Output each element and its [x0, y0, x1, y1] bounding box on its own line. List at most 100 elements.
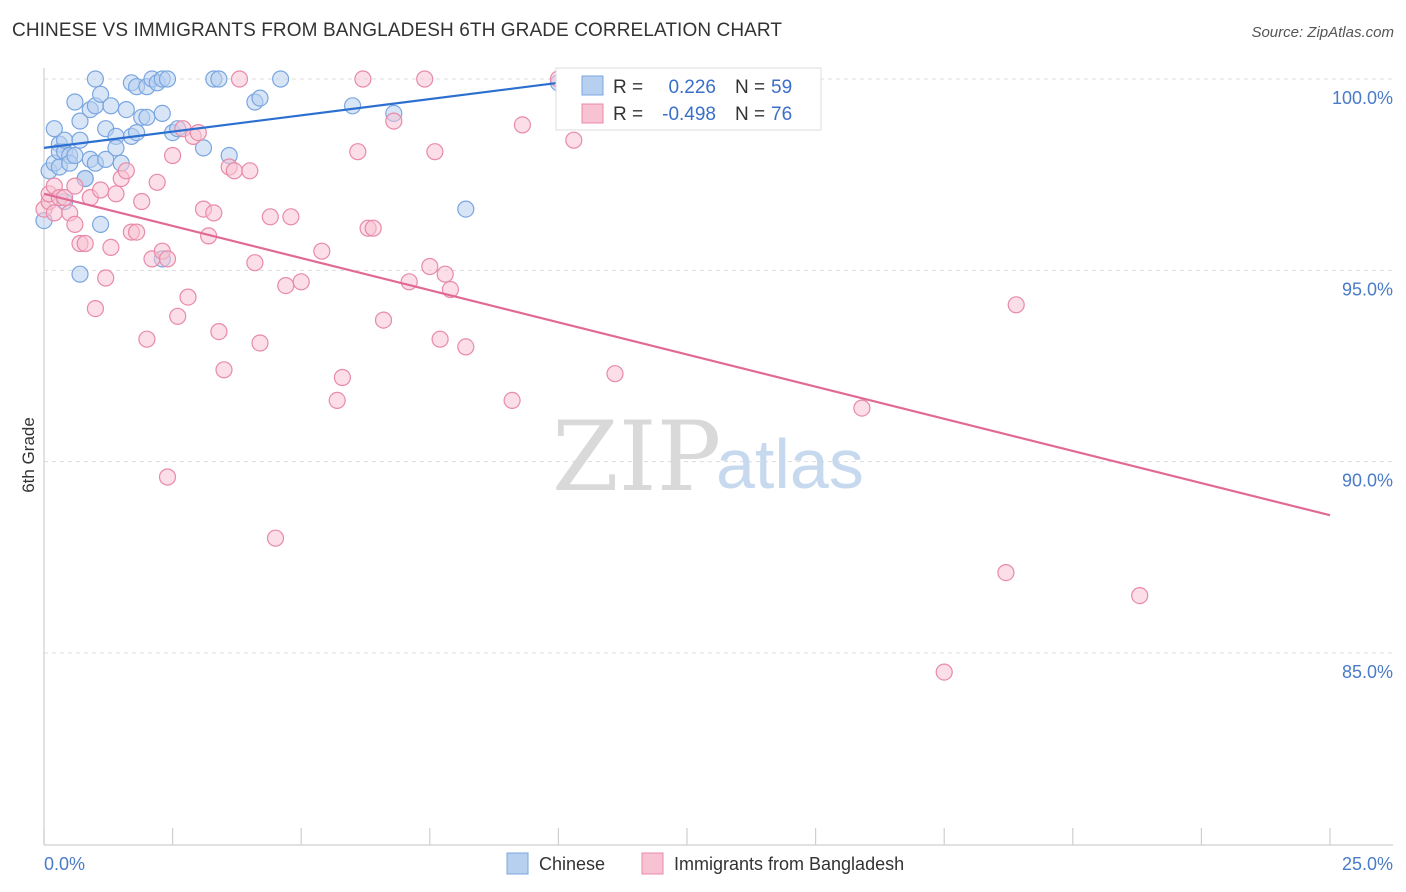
data-point: [210, 323, 228, 341]
data-point: [225, 162, 243, 180]
legend-swatch-chinese: [581, 75, 604, 96]
data-point: [261, 208, 279, 226]
data-point: [179, 288, 197, 306]
y-tick-label: 85.0%: [1342, 662, 1393, 682]
data-point: [210, 70, 228, 88]
data-point: [66, 146, 84, 165]
y-axis-label: 6th Grade: [19, 417, 38, 493]
data-point: [148, 173, 166, 191]
data-point: [354, 70, 372, 88]
data-point: [158, 468, 177, 486]
data-point: [436, 265, 454, 283]
data-point: [374, 311, 393, 329]
data-point: [71, 112, 89, 130]
data-point: [91, 85, 110, 103]
data-point: [251, 89, 269, 107]
data-point: [128, 223, 146, 241]
data-point: [457, 338, 475, 356]
legend-n-label-bangladesh: N =: [735, 104, 765, 125]
data-point: [416, 70, 434, 88]
legend-swatch-bangladesh: [581, 103, 604, 124]
data-point: [272, 70, 290, 88]
series-legend: Chinese Immigrants from Bangladesh: [506, 852, 904, 875]
data-point: [133, 192, 151, 211]
data-point: [138, 108, 156, 126]
data-point: [565, 131, 583, 149]
legend-n-label-chinese: N =: [735, 77, 765, 98]
legend-n-value-chinese: 59: [771, 77, 792, 98]
data-point: [1131, 586, 1149, 605]
legend-r-value-bangladesh: -0.498: [662, 104, 716, 125]
data-point: [1007, 296, 1025, 314]
data-point: [138, 330, 156, 348]
data-point: [194, 139, 213, 157]
data-point: [251, 334, 269, 352]
data-point: [457, 200, 475, 218]
data-point: [513, 116, 532, 134]
trendlines: [43, 81, 1331, 517]
chart-title: CHINESE VS IMMIGRANTS FROM BANGLADESH 6T…: [12, 20, 783, 41]
watermark-zip: ZIP: [552, 401, 721, 513]
data-point: [97, 269, 115, 287]
y-tick-label: 100.0%: [1332, 88, 1393, 108]
data-point: [66, 215, 84, 233]
data-point: [606, 365, 624, 383]
data-point: [344, 97, 362, 115]
data-point: [853, 399, 871, 417]
y-tick-labels: 85.0% 90.0% 95.0% 100.0%: [1332, 88, 1393, 682]
data-point: [128, 124, 146, 142]
watermark-atlas: atlas: [716, 425, 864, 503]
data-point: [426, 143, 444, 161]
data-point: [503, 391, 521, 409]
data-point: [935, 663, 953, 681]
data-point: [364, 219, 382, 237]
data-point: [328, 391, 346, 409]
series-chinese: [35, 70, 568, 283]
data-point: [107, 139, 125, 157]
data-point: [66, 177, 84, 195]
data-point: [102, 238, 120, 256]
data-point: [431, 330, 449, 348]
data-point: [266, 529, 285, 547]
data-point: [71, 265, 89, 283]
legend-r-label-bangladesh: R =: [613, 104, 643, 125]
data-point: [107, 185, 125, 203]
legend-r-label-chinese: R =: [613, 77, 643, 98]
data-point: [385, 112, 403, 130]
data-point: [86, 300, 105, 318]
correlation-legend: R = 0.226 N = 59 R = -0.498 N = 76: [555, 67, 822, 131]
bottom-legend-swatch-chinese[interactable]: [506, 852, 529, 875]
data-point: [313, 242, 331, 260]
series-points: [35, 70, 1149, 681]
data-point: [421, 257, 439, 276]
data-point: [91, 181, 110, 199]
trendline-bangladesh: [43, 192, 1331, 517]
data-point: [153, 104, 171, 123]
legend-r-value-chinese: 0.226: [668, 77, 716, 98]
data-point: [205, 204, 223, 222]
data-point: [164, 146, 182, 165]
data-point: [45, 204, 63, 222]
data-point: [45, 120, 63, 138]
data-point: [71, 131, 89, 149]
data-point: [66, 93, 84, 111]
bottom-legend-swatch-bangladesh[interactable]: [641, 852, 664, 875]
data-point: [292, 273, 310, 291]
watermark: ZIP atlas: [552, 401, 864, 513]
y-tick-label: 95.0%: [1342, 279, 1393, 299]
data-point: [333, 368, 351, 387]
data-point: [230, 70, 249, 88]
legend-n-value-bangladesh: 76: [771, 104, 792, 125]
data-point: [349, 143, 367, 161]
data-point: [102, 97, 120, 115]
data-point: [997, 563, 1015, 582]
data-point: [241, 162, 259, 180]
data-point: [91, 215, 110, 233]
x-tick-label-max: 25.0%: [1342, 854, 1393, 874]
bottom-legend-label-bangladesh[interactable]: Immigrants from Bangladesh: [674, 854, 904, 874]
data-point: [117, 162, 135, 180]
bottom-legend-label-chinese[interactable]: Chinese: [539, 854, 605, 874]
x-tick-label-min: 0.0%: [44, 854, 85, 874]
data-point: [158, 250, 177, 268]
